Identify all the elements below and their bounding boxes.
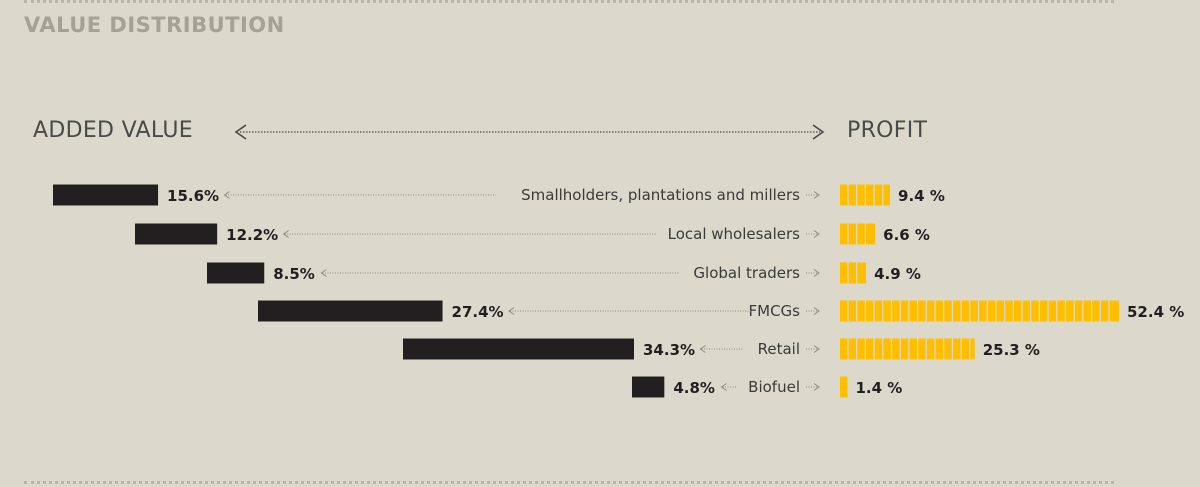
profit-label-retail: 25.3 % <box>983 341 1040 359</box>
leader-left-arrow-fmcgs <box>508 307 515 315</box>
leader-right-arrow-local-wholesalers <box>813 230 820 238</box>
category-label-global-traders: Global traders <box>693 264 800 282</box>
axis-right-arrowhead <box>812 124 825 140</box>
added-value-label-local-wholesalers: 12.2% <box>226 226 278 244</box>
profit-bar-global-traders <box>840 262 867 284</box>
added-value-axis-label: ADDED VALUE <box>33 118 193 143</box>
profit-label-global-traders: 4.9 % <box>874 265 921 283</box>
category-label-fmcgs: FMCGs <box>749 302 801 320</box>
leader-right-arrow-retail <box>813 345 820 353</box>
profit-bar-local-wholesalers <box>840 223 876 245</box>
leader-left-arrow-global-traders <box>320 269 327 277</box>
added-value-bar-smallholders-plantations-and-millers <box>53 184 159 206</box>
added-value-bar-global-traders <box>207 262 265 284</box>
section-title: VALUE DISTRIBUTION <box>24 13 285 37</box>
added-value-label-global-traders: 8.5% <box>273 265 315 283</box>
axis-left-arrowhead <box>234 124 247 140</box>
category-label-local-wholesalers: Local wholesalers <box>668 225 801 243</box>
added-value-label-biofuel: 4.8% <box>673 379 715 397</box>
leader-left-arrow-retail <box>699 345 706 353</box>
leader-left-arrow-local-wholesalers <box>282 230 289 238</box>
profit-label-fmcgs: 52.4 % <box>1127 303 1184 321</box>
category-label-smallholders-plantations-and-millers: Smallholders, plantations and millers <box>521 186 800 204</box>
category-label-biofuel: Biofuel <box>748 378 800 396</box>
added-value-label-retail: 34.3% <box>643 341 695 359</box>
profit-bar-retail <box>840 338 975 360</box>
leader-left-arrow-smallholders-plantations-and-millers <box>223 191 230 199</box>
profit-label-biofuel: 1.4 % <box>855 379 902 397</box>
profit-bar-fmcgs <box>840 300 1119 322</box>
bottom-divider <box>24 481 1114 484</box>
leader-right-arrow-global-traders <box>813 269 820 277</box>
added-value-bar-local-wholesalers <box>135 223 218 245</box>
top-divider <box>24 0 1114 3</box>
category-label-retail: Retail <box>758 340 800 358</box>
leader-right-arrow-biofuel <box>813 383 820 391</box>
profit-axis-label: PROFIT <box>847 118 928 143</box>
leader-left-arrow-biofuel <box>720 383 727 391</box>
leader-right-arrow-smallholders-plantations-and-millers <box>813 191 820 199</box>
added-value-bar-retail <box>403 338 634 360</box>
added-value-bar-biofuel <box>632 376 665 398</box>
profit-label-local-wholesalers: 6.6 % <box>883 226 930 244</box>
profit-bar-biofuel <box>840 376 848 398</box>
leader-right-arrow-fmcgs <box>813 307 820 315</box>
added-value-label-smallholders-plantations-and-millers: 15.6% <box>167 187 219 205</box>
profit-label-smallholders-plantations-and-millers: 9.4 % <box>898 187 945 205</box>
added-value-label-fmcgs: 27.4% <box>452 303 504 321</box>
added-value-bar-fmcgs <box>258 300 443 322</box>
